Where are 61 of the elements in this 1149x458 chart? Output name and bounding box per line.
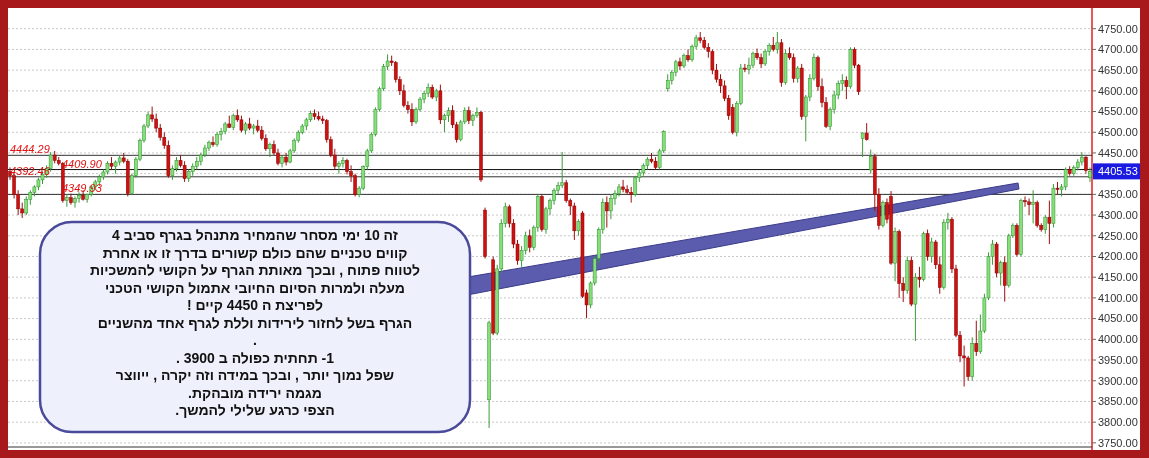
y-tick-label: 3750.00 bbox=[1098, 436, 1138, 449]
y-tick-label: 4650.00 bbox=[1098, 63, 1138, 76]
candlestick bbox=[1031, 189, 1035, 224]
candlestick bbox=[998, 260, 1003, 286]
y-tick-label: 4550.00 bbox=[1098, 105, 1138, 118]
candlestick bbox=[268, 142, 272, 158]
candlestick bbox=[929, 237, 934, 264]
candlestick bbox=[337, 160, 341, 175]
candlestick bbox=[1047, 200, 1052, 245]
candlestick bbox=[1002, 255, 1007, 303]
candlestick bbox=[868, 149, 873, 175]
candlestick bbox=[564, 179, 569, 204]
candlestick bbox=[1088, 166, 1092, 183]
candlestick bbox=[678, 57, 682, 71]
y-tick-label: 3950.00 bbox=[1098, 353, 1138, 366]
candlestick bbox=[743, 63, 747, 73]
y-tick-label: 4600.00 bbox=[1098, 84, 1138, 97]
y-tick-label: 4450.00 bbox=[1098, 146, 1138, 159]
y-tick-label: 4000.00 bbox=[1098, 333, 1138, 346]
candlestick bbox=[844, 75, 849, 100]
candlestick bbox=[527, 229, 532, 253]
candlestick bbox=[1027, 198, 1031, 216]
candlestick bbox=[609, 193, 613, 220]
candlestick bbox=[974, 320, 979, 357]
y-tick-label: 4150.00 bbox=[1098, 271, 1138, 284]
candlestick bbox=[211, 135, 215, 148]
y-tick-label: 4100.00 bbox=[1098, 291, 1138, 304]
candlestick bbox=[65, 193, 69, 208]
candlestick bbox=[605, 195, 609, 228]
candlestick bbox=[625, 184, 629, 195]
candlestick bbox=[686, 48, 690, 63]
candlestick bbox=[775, 31, 780, 55]
y-tick-label: 4050.00 bbox=[1098, 312, 1138, 325]
y-tick-label: 3900.00 bbox=[1098, 374, 1138, 387]
y-tick-label: 4300.00 bbox=[1098, 208, 1138, 221]
candlestick bbox=[73, 195, 77, 209]
candlestick bbox=[1080, 151, 1084, 166]
y-tick-label: 4750.00 bbox=[1098, 22, 1138, 35]
y-tick-label: 4500.00 bbox=[1098, 126, 1138, 139]
y-tick-label: 4405.53 bbox=[1098, 165, 1138, 178]
candlestick bbox=[410, 102, 414, 127]
y-tick-label: 3850.00 bbox=[1098, 395, 1138, 408]
candlestick bbox=[69, 193, 73, 206]
text: זה 10 ימי מסחר שהמחיר מתנהל בגרף סביב 4 קווים טכניים שהם כולם קשורים בדרך זו או אחרת לטווח פתוח , ובכך מאותת הגרף על הקושי להמשכיות מעלה ולמרות הסיום החיובי אתמול הקושי הטכני לפריצת ה 4450 קיים ! הגרף בשל לחזור לירידות וללת לגרף אחד מהשניים . 1- תחתית כפולה ב 3900 . שפל נמוך יותר , ובכך במידה וזה יקרה , ייווצר מגמה ירידה מובהקת. הצפי כרגע שלילי להמשך. bbox=[89, 227, 421, 418]
candlestick bbox=[24, 195, 29, 216]
candlestick bbox=[1043, 214, 1048, 235]
y-tick-label: 4250.00 bbox=[1098, 229, 1138, 242]
y-tick-label: 4700.00 bbox=[1098, 43, 1138, 56]
candlestick bbox=[917, 266, 922, 289]
candlestick bbox=[860, 131, 865, 158]
y-tick-label: 4200.00 bbox=[1098, 250, 1138, 263]
candlestick bbox=[925, 229, 930, 262]
candlestick bbox=[1035, 200, 1039, 228]
candlestick bbox=[77, 191, 81, 204]
ref-line-label: 4444.29 bbox=[10, 143, 50, 156]
candlestick bbox=[621, 179, 625, 193]
candlestick bbox=[633, 175, 638, 197]
candlestick bbox=[881, 200, 885, 228]
y-tick-label: 3800.00 bbox=[1098, 416, 1138, 428]
ref-line-label: 4409.90 bbox=[62, 157, 103, 170]
y-tick-label: 4350.00 bbox=[1098, 188, 1138, 201]
